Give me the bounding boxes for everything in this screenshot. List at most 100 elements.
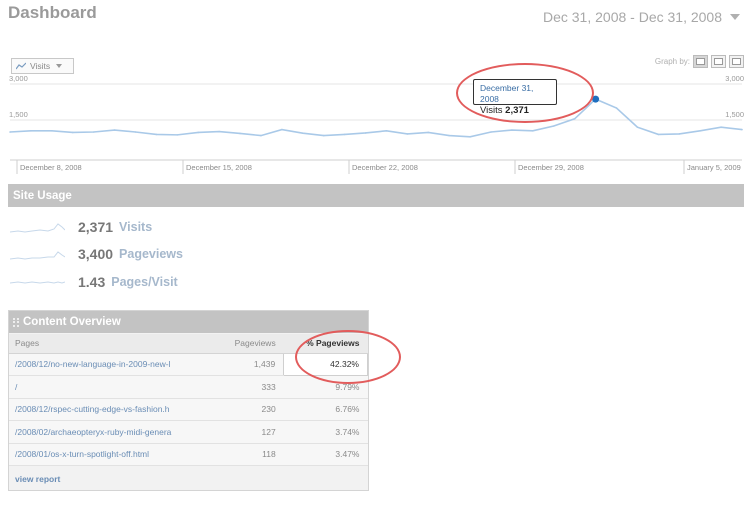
page-link[interactable]: /2008/12/rspec-cutting-edge-vs-fashion.h: [9, 398, 215, 421]
data-point: [741, 128, 743, 131]
data-point: [427, 131, 430, 134]
content-overview-header: Content Overview: [9, 311, 368, 333]
chevron-down-icon: [56, 64, 63, 68]
table-row: / 333 9.79%: [9, 375, 368, 399]
day-icon: [696, 58, 705, 65]
table-row: /2008/02/archaeopteryx-ruby-midi-genera …: [9, 420, 368, 444]
y-tick-label-left: 3,000: [9, 74, 28, 83]
data-point: [176, 134, 179, 136]
data-point: [51, 130, 53, 132]
annotation-circle: [456, 63, 594, 123]
pct-cell: 3.74%: [283, 420, 368, 444]
visits-line-chart: 3,000 1,500 3,000 1,500 December 8, 2008 Dece…: [9, 74, 744, 174]
page-link[interactable]: /2008/02/archaeopteryx-ruby-midi-genera: [9, 420, 215, 444]
site-usage-header: Site Usage: [8, 184, 744, 207]
data-point: [239, 132, 241, 135]
data-point: [678, 133, 681, 135]
pct-cell: 6.76%: [283, 398, 368, 421]
data-point: [657, 133, 660, 136]
data-point: [322, 134, 325, 137]
pageviews-cell: 1,439: [214, 353, 284, 376]
data-point: [490, 131, 492, 133]
data-point: [113, 129, 116, 131]
usage-value: 3,400: [78, 246, 114, 262]
x-tick-label: December 29, 2008: [518, 163, 584, 172]
graph-by-controls: Graph by:: [655, 55, 744, 68]
month-icon: [732, 58, 741, 65]
date-range-label: Dec 31, 2008 - Dec 31, 2008: [542, 9, 722, 25]
pageviews-cell: 127: [214, 420, 284, 444]
y-tick-label-right: 3,000: [725, 74, 744, 83]
usage-label[interactable]: Visits: [119, 220, 153, 234]
data-point: [9, 131, 11, 133]
page-link[interactable]: /2008/01/os-x-turn-spotlight-off.html: [9, 443, 215, 466]
data-point: [71, 131, 74, 134]
graph-by-week-button[interactable]: [711, 55, 726, 68]
data-point: [636, 126, 639, 128]
graph-by-label: Graph by:: [654, 57, 690, 66]
week-icon: [714, 58, 723, 65]
data-point: [260, 134, 262, 137]
x-tick-label: December 15, 2008: [186, 163, 252, 172]
date-range-picker[interactable]: Dec 31, 2008 - Dec 31, 2008: [543, 9, 740, 25]
graph-by-month-button[interactable]: [729, 55, 744, 68]
data-point: [92, 131, 95, 133]
usage-row-pages-visit[interactable]: 1.43 Pages/Visit: [10, 274, 178, 290]
data-point: [615, 107, 618, 109]
line-chart-icon: [16, 62, 26, 70]
page-link[interactable]: /2008/12/no-new-language-in-2009-new-l: [9, 353, 215, 376]
page-title: Dashboard: [8, 3, 97, 22]
data-point: [406, 133, 409, 135]
data-point: [281, 128, 283, 131]
usage-label[interactable]: Pages/Visit: [111, 275, 178, 289]
col-header-pages[interactable]: Pages: [9, 334, 215, 354]
pct-cell: 3.47%: [283, 443, 368, 466]
usage-row-visits[interactable]: 2,371 Visits: [10, 219, 152, 235]
y-tick-label-left: 1,500: [9, 110, 28, 119]
data-point: [197, 131, 200, 134]
view-report-link[interactable]: view report: [15, 474, 61, 484]
usage-row-pageviews[interactable]: 3,400 Pageviews: [10, 246, 183, 262]
data-point: [30, 130, 32, 132]
data-point: [511, 129, 513, 131]
graph-by-day-button[interactable]: [693, 55, 708, 68]
series-line-visits: [9, 98, 743, 138]
annotation-circle: [295, 330, 401, 384]
x-tick-label: January 5, 2009: [687, 163, 741, 172]
col-header-pageviews[interactable]: Pageviews: [214, 334, 284, 354]
usage-label[interactable]: Pageviews: [119, 247, 183, 261]
chevron-down-icon: [730, 14, 740, 20]
data-point: [699, 130, 701, 132]
sparkline: [10, 223, 65, 233]
pageviews-cell: 118: [214, 443, 284, 466]
data-point: [469, 136, 471, 138]
data-point: [364, 132, 367, 134]
metric-select[interactable]: Visits: [11, 58, 74, 74]
drag-handle-icon[interactable]: [13, 317, 19, 327]
data-point: [343, 133, 346, 136]
usage-value: 2,371: [78, 219, 114, 235]
x-tick-label: December 22, 2008: [352, 163, 418, 172]
data-point: [385, 130, 388, 132]
data-point: [134, 131, 137, 133]
content-overview-panel: Content Overview Pages Pageviews % Pagev…: [8, 310, 369, 491]
data-point-highlight: [592, 95, 600, 103]
data-point: [302, 132, 304, 134]
pageviews-cell: 230: [214, 398, 284, 421]
page-link[interactable]: /: [9, 375, 215, 399]
data-point: [573, 118, 576, 120]
usage-value: 1.43: [78, 274, 106, 290]
data-point: [448, 134, 451, 137]
data-point: [155, 133, 158, 136]
data-point: [720, 126, 722, 128]
content-overview-title: Content Overview: [23, 316, 121, 328]
data-point: [218, 130, 220, 133]
metric-select-label: Visits: [30, 61, 51, 71]
x-tick-label: December 8, 2008: [20, 163, 82, 172]
pageviews-cell: 333: [214, 375, 284, 399]
y-tick-label-right: 1,500: [725, 110, 744, 119]
data-point: [532, 130, 534, 132]
table-row: /2008/01/os-x-turn-spotlight-off.html 11…: [9, 443, 368, 466]
sparkline: [10, 281, 65, 284]
table-row: /2008/12/rspec-cutting-edge-vs-fashion.h…: [9, 398, 368, 421]
